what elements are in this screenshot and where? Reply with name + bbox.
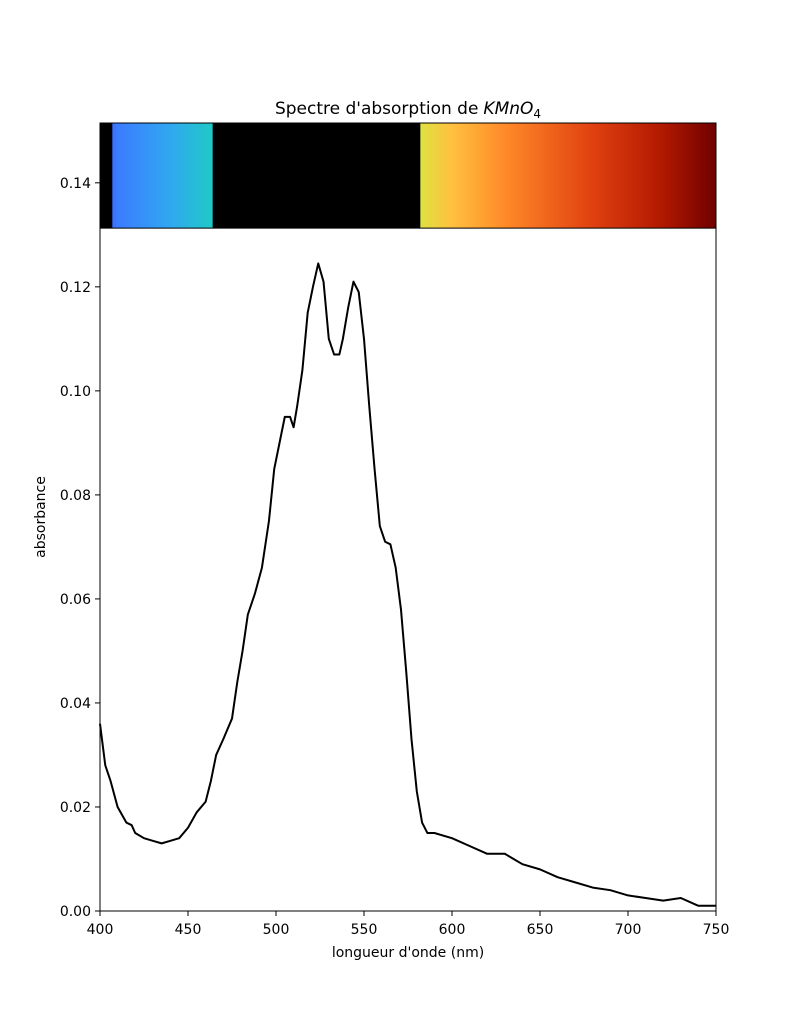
y-tick-label: 0.14 xyxy=(60,176,91,192)
y-tick-label: 0.04 xyxy=(60,696,91,712)
x-axis-label: longueur d'onde (nm) xyxy=(332,945,484,961)
y-axis-label: absorbance xyxy=(33,476,49,558)
absorbed-region xyxy=(100,123,113,229)
y-tick-label: 0.06 xyxy=(60,592,91,608)
x-tick-label: 700 xyxy=(615,922,642,938)
x-tick-label: 750 xyxy=(703,922,730,938)
title-subscript: 4 xyxy=(533,107,541,121)
x-tick-label: 550 xyxy=(351,922,378,938)
y-tick-label: 0.02 xyxy=(60,800,91,816)
title-formula: KMnO xyxy=(483,99,533,119)
x-tick-label: 400 xyxy=(87,922,114,938)
x-tick-label: 450 xyxy=(175,922,202,938)
title-text: Spectre d'absorption de xyxy=(275,99,478,119)
absorbed-region xyxy=(212,123,421,229)
data-line xyxy=(99,262,716,907)
x-tick-label: 500 xyxy=(263,922,290,938)
plot-frame xyxy=(99,122,717,912)
chart-title: Spectre d'absorption de KMnO4 xyxy=(275,99,541,121)
y-tick-label: 0.00 xyxy=(60,904,91,920)
y-tick-label: 0.08 xyxy=(60,488,91,504)
x-tick-label: 600 xyxy=(439,922,466,938)
y-tick-label: 0.10 xyxy=(60,384,91,400)
x-tick-label: 650 xyxy=(527,922,554,938)
y-tick-label: 0.12 xyxy=(60,280,91,296)
